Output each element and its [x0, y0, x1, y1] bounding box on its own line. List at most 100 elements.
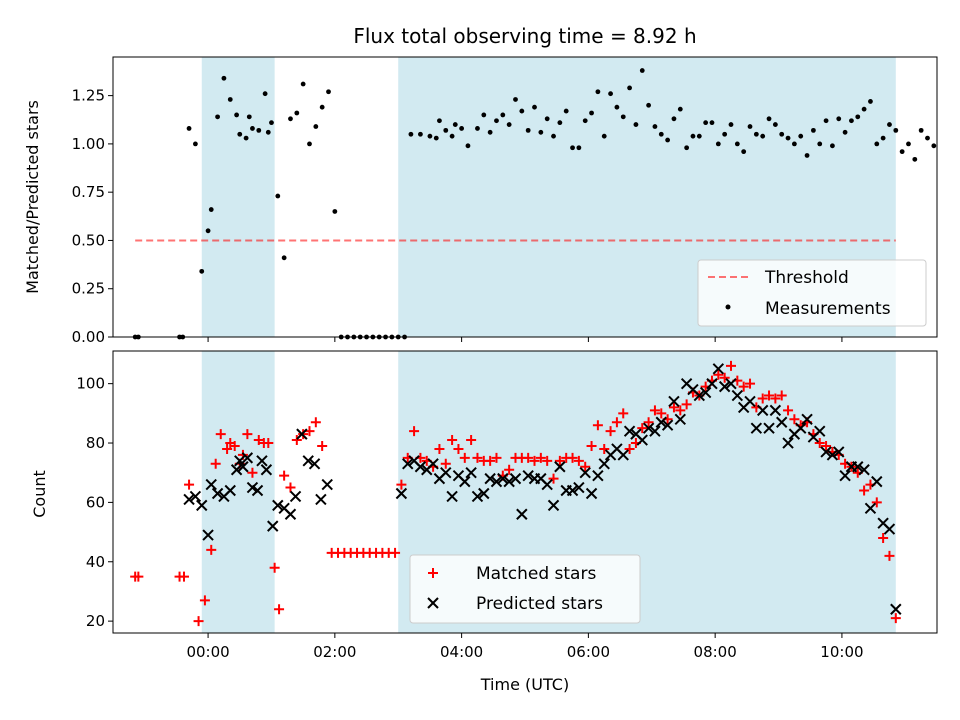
top-y-tick-label-0: 0.00: [72, 328, 105, 346]
bottom-series-0-point-63: [542, 455, 553, 466]
bottom-series-1-point-29: [414, 461, 427, 473]
bottom-series-0-point-22: [279, 470, 290, 481]
bottom-series-0-point-100: [776, 390, 787, 401]
bottom-series-1-point-5: [211, 487, 224, 500]
bottom-x-tick-label-4: 08:00: [694, 643, 737, 661]
top-series-0-point-62: [538, 129, 544, 135]
top-series-0-point-72: [601, 133, 607, 139]
bottom-series-1-point-0: [183, 493, 195, 506]
legend-matched-swatch: [428, 568, 438, 578]
bottom-series-0-point-10: [222, 443, 233, 454]
bottom-series-1-point-45: [516, 508, 528, 520]
bottom-series-1-point-103: [883, 523, 896, 535]
bottom-series-0-point-79: [643, 417, 654, 428]
bottom-series-1-point-104: [890, 603, 902, 615]
top-series-0-point-118: [893, 127, 899, 133]
bottom-series-1-point-33: [440, 466, 452, 479]
top-series-0-point-28: [319, 104, 325, 110]
top-series-0-point-83: [671, 116, 677, 122]
bottom-series-0-point-80: [649, 405, 660, 416]
bottom-series-0-point-72: [599, 443, 610, 454]
legend-measurements-swatch: [725, 304, 731, 310]
top-series-0-point-70: [589, 110, 594, 116]
top-series-0-point-87: [696, 133, 702, 139]
bottom-series-1-point-1: [189, 490, 202, 503]
bottom-series-0-point-73: [605, 426, 616, 437]
top-series-0-point-119: [899, 149, 905, 155]
top-series-0-point-48: [449, 133, 455, 139]
bottom-series-1-point-56: [585, 487, 598, 500]
top-series-0-point-124: [931, 143, 937, 149]
bottom-series-0-point-84: [675, 405, 686, 416]
bottom-series-1-point-17: [272, 499, 284, 512]
top-series-0-point-76: [627, 85, 632, 91]
bottom-series-0-point-20: [269, 562, 280, 573]
bottom-series-0-point-101: [783, 405, 794, 416]
bottom-series-1-point-90: [801, 413, 813, 425]
top-series-0-point-61: [532, 104, 537, 110]
bottom-series-0-point-23: [285, 482, 296, 493]
top-series-0-point-66: [563, 108, 569, 114]
top-series-0-point-45: [433, 135, 439, 141]
bottom-series-1-point-22: [302, 455, 314, 467]
bottom-series-0-point-42: [409, 426, 420, 437]
top-series-0-point-99: [772, 122, 778, 127]
legend-predicted-label: Predicted stars: [476, 594, 603, 614]
bottom-series-0-point-107: [821, 440, 832, 451]
bottom-x-tick-label-5: 10:00: [820, 643, 863, 661]
top-series-0-point-98: [766, 116, 772, 122]
bottom-series-0-point-76: [624, 443, 635, 454]
top-series-0-point-20: [269, 120, 274, 126]
bottom-series-1-point-20: [289, 490, 302, 503]
top-series-0-point-22: [281, 255, 287, 261]
bottom-series-0-point-61: [529, 455, 540, 466]
top-series-0-point-75: [620, 114, 626, 120]
bottom-series-1-point-98: [852, 461, 864, 473]
top-y-tick-label-2: 0.50: [72, 231, 105, 249]
top-series-0-point-12: [234, 112, 240, 118]
bottom-series-0-point-95: [745, 378, 756, 389]
top-series-0-point-4: [199, 268, 205, 274]
bottom-x-tick-label-3: 06:00: [567, 643, 610, 661]
bottom-series-0-point-28: [317, 440, 328, 451]
top-series-0-point-44: [427, 133, 433, 139]
top-shaded-interval-0: [201, 57, 275, 337]
top-series-0-point-43: [418, 131, 423, 137]
top-series-0-point-29: [326, 89, 331, 95]
bottom-series-0-point-4: [184, 479, 195, 490]
top-series-0-point-102: [791, 141, 797, 147]
bottom-series-1-point-40: [484, 472, 496, 485]
top-series-0-point-26: [307, 141, 312, 147]
bottom-series-1-point-36: [459, 475, 471, 488]
top-series-0-point-79: [646, 102, 651, 108]
bottom-y-axis-label: Count: [30, 470, 49, 518]
bottom-series-0-point-98: [764, 390, 775, 401]
bottom-series-0-point-17: [253, 435, 264, 446]
bottom-series-0-point-48: [447, 435, 458, 446]
top-series-0-point-58: [513, 97, 518, 102]
top-y-tick-label-1: 0.25: [72, 280, 105, 298]
top-series-0-point-96: [753, 131, 759, 137]
top-series-0-point-23: [288, 116, 293, 122]
bottom-series-1-point-24: [315, 493, 327, 506]
legend-matched-label: Matched stars: [476, 564, 596, 584]
top-series-0-point-9: [215, 114, 220, 120]
top-series-0-point-94: [741, 149, 747, 155]
bottom-series-1-point-94: [826, 449, 839, 461]
bottom-series-1-point-85: [769, 404, 782, 417]
top-series-0-point-67: [570, 145, 575, 151]
bottom-series-1-point-34: [446, 490, 458, 503]
bottom-series-1-point-101: [871, 475, 883, 488]
bottom-series-0-point-50: [459, 452, 470, 463]
top-series-0-point-103: [798, 133, 804, 139]
top-series-0-point-97: [760, 133, 766, 139]
bottom-series-1-point-100: [864, 502, 877, 515]
top-series-0-point-71: [595, 89, 601, 95]
bottom-series-1-point-61: [617, 449, 629, 461]
bottom-series-0-point-68: [573, 455, 584, 466]
top-series-0-point-19: [265, 129, 271, 135]
bottom-series-0-point-5: [193, 616, 204, 627]
top-series-0-point-100: [779, 131, 785, 137]
bottom-series-1-point-99: [858, 464, 870, 476]
bottom-series-1-point-50: [547, 499, 560, 512]
